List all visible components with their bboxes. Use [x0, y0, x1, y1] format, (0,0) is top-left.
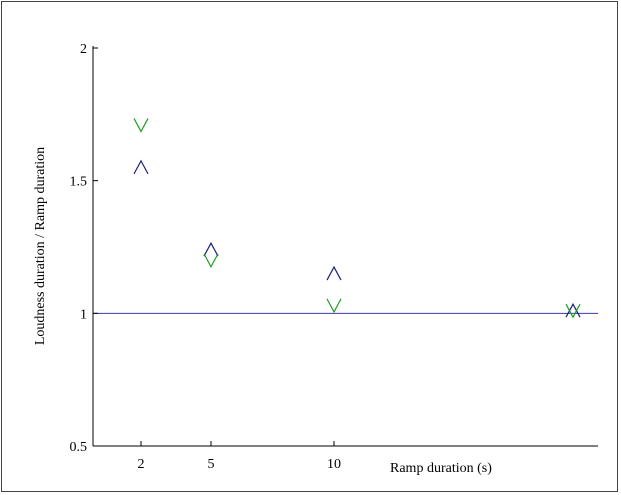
down-triangle-marker — [326, 298, 342, 314]
y-tick-label: 2 — [80, 42, 87, 57]
x-tick-label: 10 — [327, 457, 341, 472]
up-triangle-marker — [326, 265, 342, 281]
y-tick-label: 0.5 — [70, 440, 88, 455]
y-tick-label: 1 — [80, 307, 87, 322]
x-tick-label: 2 — [138, 457, 145, 472]
y-axis-ticks: 0.5 1 1.5 2 — [70, 42, 98, 455]
y-tick-label: 1.5 — [70, 175, 88, 190]
x-axis-label: Ramp duration (s) — [390, 461, 492, 476]
up-triangle-marker — [133, 159, 149, 175]
x-tick-label: 5 — [208, 457, 215, 472]
up-triangle-marker — [203, 241, 219, 257]
down-triangle-marker — [565, 303, 581, 319]
data-markers — [133, 118, 581, 319]
up-triangle-marker — [565, 302, 581, 318]
down-triangle-marker — [203, 253, 219, 269]
x-axis-ticks: 2 5 10 — [138, 441, 341, 472]
down-triangle-marker — [133, 118, 149, 133]
y-axis-label: Loudness duration / Ramp duration — [33, 147, 48, 345]
